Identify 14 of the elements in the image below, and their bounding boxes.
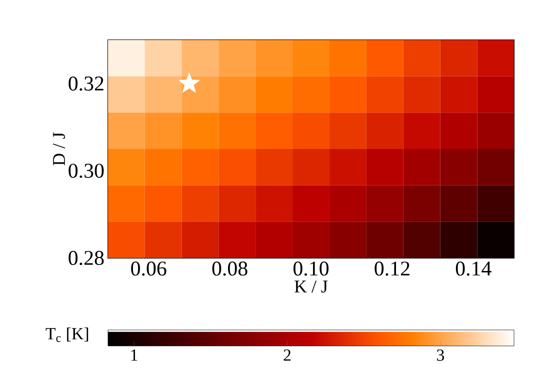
y-tick-label: 0.30 (68, 164, 104, 178)
color-bar-label: 3 (437, 349, 444, 361)
y-axis-title: D / J (53, 132, 66, 166)
y-tick-label: 0.28 (68, 250, 104, 266)
color-bar-title: T$_{c}$ [K] (46, 328, 88, 342)
y-tick-label: 0.32 (68, 76, 104, 91)
x-tick-label: 0.08 (212, 262, 248, 276)
x-tick-label: 0.10 (293, 262, 329, 276)
x-axis-title: K / J (294, 280, 328, 293)
color-bar-label: 2 (284, 349, 291, 361)
x-tick-label: 0.14 (456, 262, 492, 276)
x-tick-label: 0.06 (131, 262, 166, 276)
color-bar-label: 1 (131, 349, 138, 361)
x-tick-label: 0.12 (374, 262, 410, 276)
